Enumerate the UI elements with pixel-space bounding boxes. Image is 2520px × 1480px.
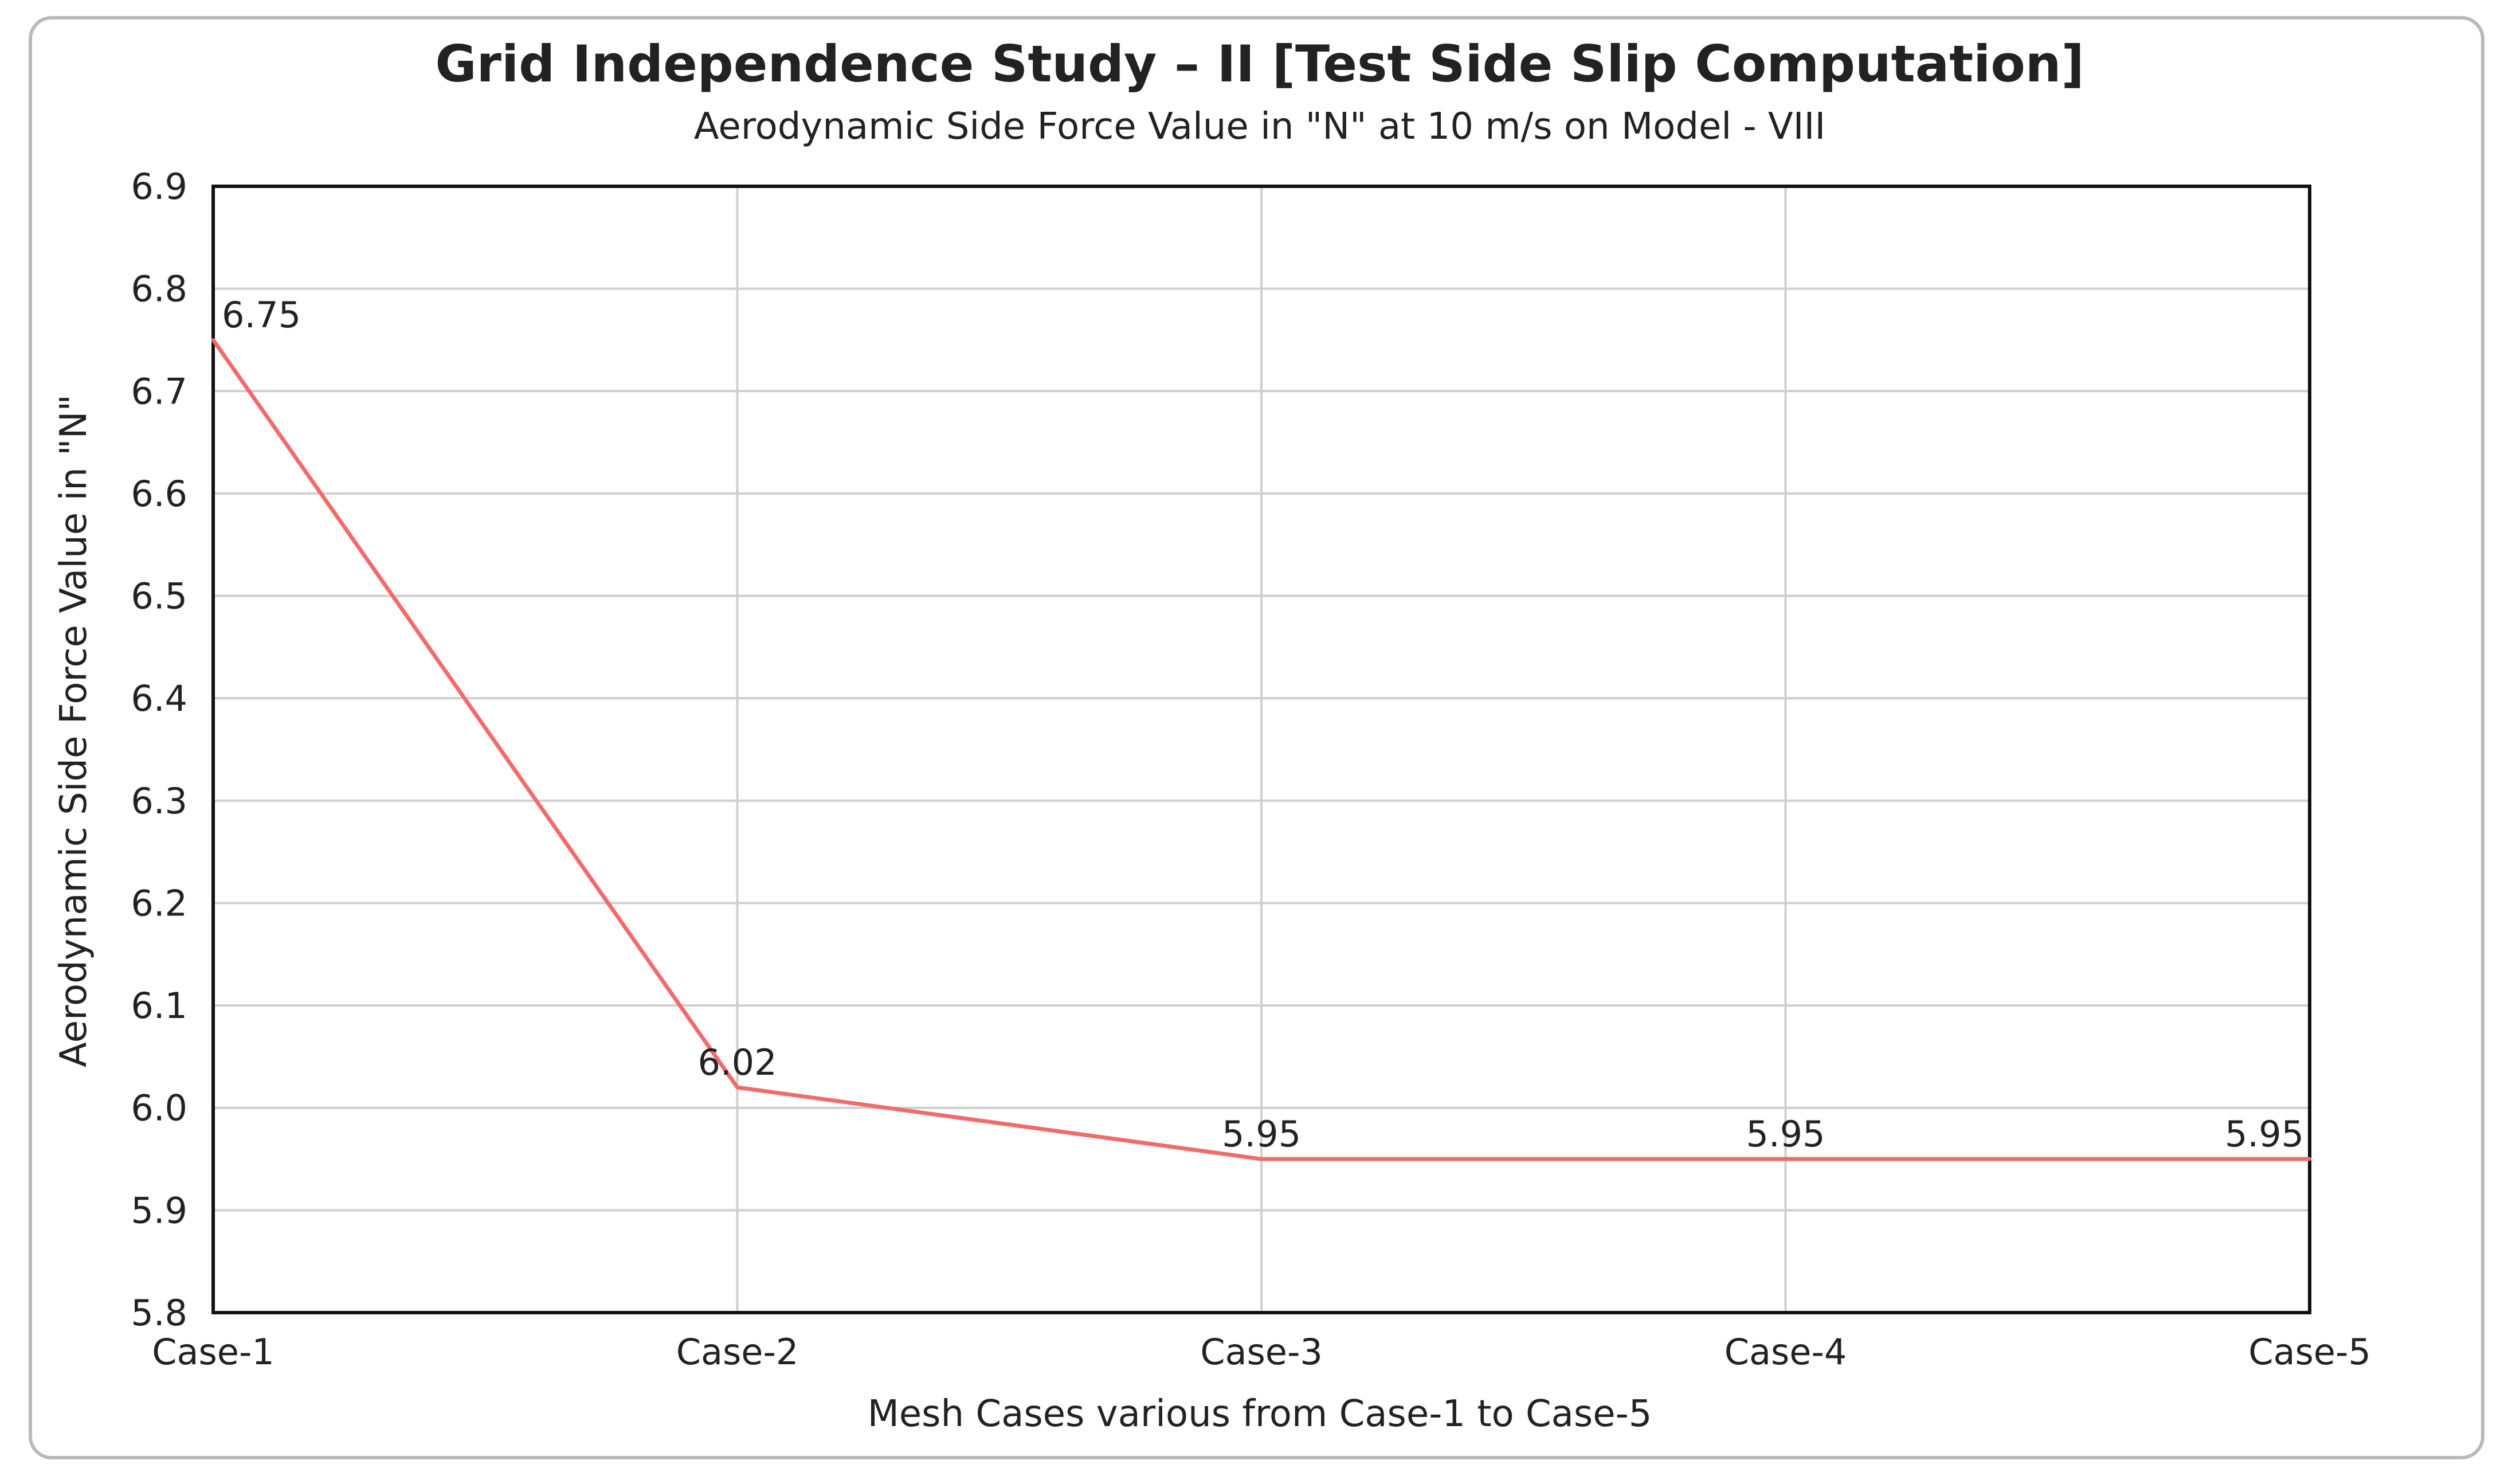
data-labels: 6.75 6.02 5.95 5.95 5.95 bbox=[222, 294, 2304, 1155]
y-tick-label: 5.8 bbox=[131, 1292, 187, 1334]
data-point bbox=[2308, 1157, 2311, 1161]
x-axis-label: Mesh Cases various from Case-1 to Case-5 bbox=[868, 1393, 1652, 1435]
tick-labels: 5.8 5.9 6.0 6.1 6.2 6.3 6.4 6.5 6.6 6.7 6.8 6.9 Case… bbox=[131, 166, 2370, 1373]
chart-subtitle: Aerodynamic Side Force Value in "N" at 1… bbox=[694, 105, 1826, 148]
y-tick-label: 5.9 bbox=[131, 1189, 187, 1231]
data-label: 5.95 bbox=[2225, 1113, 2304, 1155]
y-tick-label: 6.0 bbox=[131, 1087, 187, 1129]
y-tick-label: 6.5 bbox=[131, 575, 187, 617]
y-tick-label: 6.4 bbox=[131, 678, 187, 719]
y-tick-label: 6.1 bbox=[131, 985, 187, 1027]
data-label: 5.95 bbox=[1222, 1113, 1301, 1155]
x-tick-label: Case-4 bbox=[1725, 1331, 1847, 1373]
x-tick-label: Case-2 bbox=[676, 1331, 799, 1373]
y-tick-label: 6.8 bbox=[131, 268, 187, 310]
y-tick-label: 6.3 bbox=[131, 780, 187, 822]
series-layer bbox=[211, 338, 2311, 1161]
plot-area-border bbox=[211, 185, 2311, 1314]
y-tick-label: 6.6 bbox=[131, 473, 187, 515]
data-label: 6.02 bbox=[697, 1042, 777, 1083]
chart-title: Grid Independence Study – II [Test Side … bbox=[435, 34, 2084, 93]
y-tick-label: 6.9 bbox=[131, 166, 187, 207]
x-tick-label: Case-5 bbox=[2248, 1331, 2371, 1373]
y-tick-label: 6.7 bbox=[131, 370, 187, 412]
data-label: 6.75 bbox=[222, 294, 301, 336]
data-point bbox=[735, 1086, 739, 1089]
chart-frame bbox=[29, 16, 2484, 1459]
y-axis-label: Aerodynamic Side Force Value in "N" bbox=[53, 394, 95, 1067]
data-point bbox=[1784, 1157, 1788, 1161]
data-point bbox=[1260, 1157, 1263, 1161]
x-tick-label: Case-3 bbox=[1200, 1331, 1323, 1373]
data-label: 5.95 bbox=[1746, 1113, 1825, 1155]
y-tick-label: 6.2 bbox=[131, 882, 187, 924]
x-tick-label: Case-1 bbox=[152, 1331, 275, 1373]
data-point bbox=[211, 338, 215, 342]
